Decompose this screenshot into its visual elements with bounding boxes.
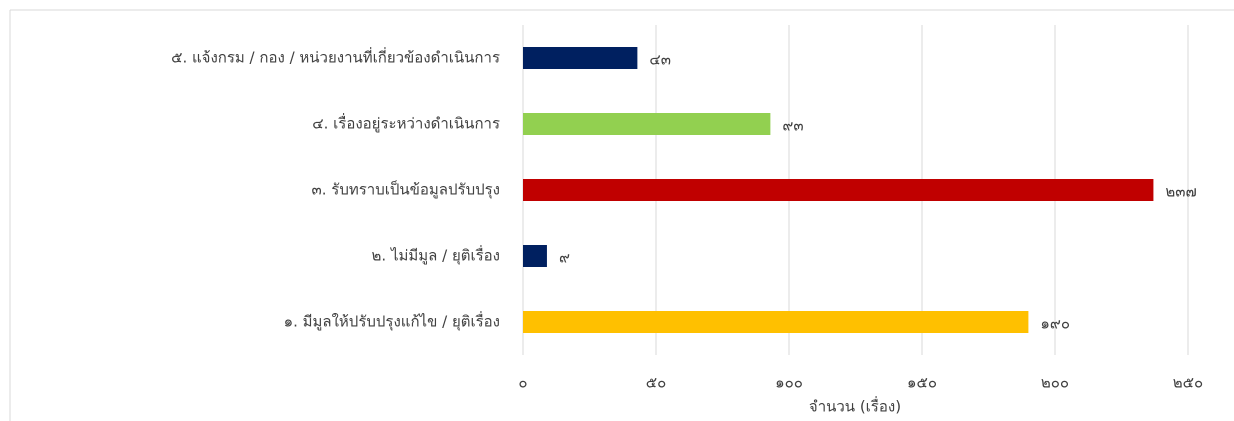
data-label: ๔๓ [649, 51, 671, 69]
data-label: ๒๓๗ [1165, 183, 1196, 201]
x-tick-label: ๒๕๐ [1173, 374, 1203, 392]
data-label: ๙๓ [782, 117, 803, 135]
x-tick-label: ๑๐๐ [775, 374, 803, 392]
y-tick-label: ๒. ไม่มีมูล / ยุติเรื่อง [372, 245, 500, 266]
y-tick-label: ๔. เรื่องอยู่ระหว่างดำเนินการ [312, 113, 500, 133]
x-tick-label: ๑๕๐ [907, 374, 937, 392]
y-tick-label: ๓. รับทราบเป็นข้อมูลปรับปรุง [311, 180, 500, 200]
x-axis-title: จำนวน (เรื่อง) [809, 396, 901, 416]
bar [523, 245, 547, 267]
bar [523, 179, 1154, 201]
data-label: ๑๙๐ [1040, 315, 1070, 333]
data-label: ๙ [559, 249, 570, 267]
bar [523, 113, 771, 135]
x-tick-label: ๒๐๐ [1041, 374, 1069, 392]
y-tick-label: ๑. มีมูลให้ปรับปรุงแก้ไข / ยุติเรื่อง [284, 311, 500, 332]
bar [523, 311, 1029, 333]
x-tick-label: ๐ [518, 374, 527, 392]
x-tick-label: ๕๐ [646, 374, 667, 392]
bar [523, 47, 638, 69]
y-tick-label: ๕. แจ้งกรม / กอง / หน่วยงานที่เกี่ยวข้อง… [171, 47, 500, 67]
